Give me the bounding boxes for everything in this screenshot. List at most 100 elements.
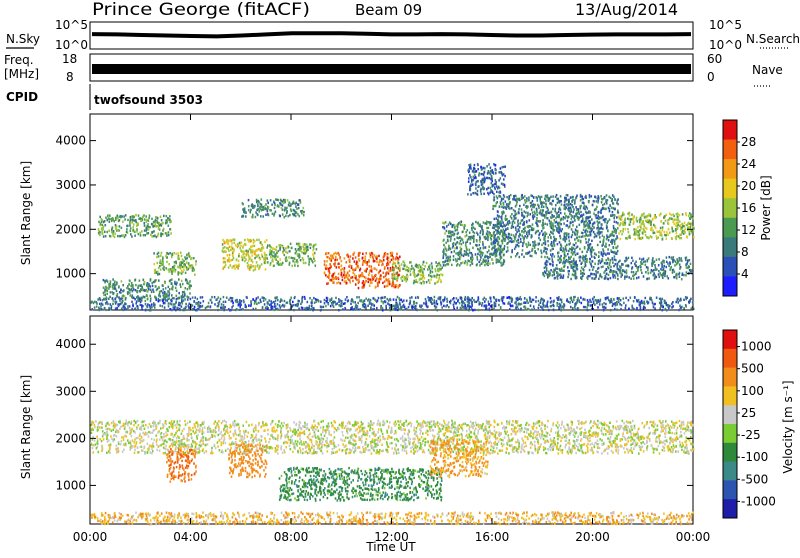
data-cell bbox=[478, 260, 480, 264]
data-cell bbox=[422, 308, 424, 311]
data-cell bbox=[612, 238, 615, 242]
data-cell bbox=[383, 296, 386, 299]
data-cell bbox=[491, 253, 493, 256]
data-cell bbox=[447, 239, 449, 243]
data-cell bbox=[632, 218, 635, 221]
data-cell bbox=[532, 196, 535, 199]
data-cell bbox=[605, 272, 608, 276]
data-cell bbox=[651, 260, 654, 263]
data-cell bbox=[313, 251, 316, 255]
data-cell bbox=[569, 203, 572, 206]
data-cell bbox=[325, 252, 328, 255]
data-cell bbox=[503, 195, 506, 198]
data-cell bbox=[248, 268, 251, 271]
data-cell bbox=[496, 190, 498, 193]
data-cell bbox=[167, 216, 169, 220]
data-cell bbox=[523, 210, 526, 213]
data-cell bbox=[402, 267, 404, 271]
data-cell bbox=[617, 202, 619, 206]
data-cell bbox=[433, 274, 435, 278]
data-cell bbox=[416, 281, 419, 284]
data-cell bbox=[535, 207, 538, 211]
data-cell bbox=[487, 236, 489, 239]
data-cell bbox=[581, 214, 583, 217]
data-cell bbox=[154, 220, 157, 223]
data-cell bbox=[386, 262, 389, 265]
data-cell bbox=[632, 300, 635, 303]
data-cell bbox=[692, 229, 695, 232]
data-cell bbox=[548, 257, 550, 261]
data-cell bbox=[356, 262, 359, 265]
data-cell bbox=[571, 199, 573, 203]
data-cell bbox=[281, 213, 284, 216]
data-cell bbox=[313, 257, 315, 260]
data-cell bbox=[666, 275, 668, 278]
data-cell bbox=[544, 247, 547, 250]
data-cell bbox=[662, 276, 664, 280]
data-cell bbox=[641, 258, 643, 261]
data-cell bbox=[568, 261, 571, 264]
data-cell bbox=[171, 294, 173, 297]
data-cell bbox=[162, 294, 165, 297]
data-cell bbox=[611, 238, 613, 242]
data-cell bbox=[633, 231, 636, 234]
data-cell bbox=[172, 303, 175, 306]
data-cell bbox=[584, 196, 587, 199]
data-cell bbox=[378, 260, 381, 264]
data-cell bbox=[658, 269, 660, 273]
data-cell bbox=[114, 302, 117, 305]
data-cell bbox=[375, 273, 377, 277]
data-cell bbox=[277, 198, 280, 202]
data-cell bbox=[279, 246, 281, 249]
data-cell bbox=[439, 268, 441, 271]
data-cell bbox=[642, 220, 644, 224]
data-cell bbox=[247, 205, 250, 208]
data-cell bbox=[662, 271, 665, 275]
data-cell bbox=[576, 265, 578, 268]
data-cell bbox=[274, 203, 276, 206]
data-cell bbox=[665, 237, 668, 240]
data-cell bbox=[489, 166, 492, 169]
data-cell bbox=[608, 244, 611, 247]
data-cell bbox=[671, 230, 674, 233]
data-cell bbox=[487, 226, 490, 230]
data-cell bbox=[552, 227, 554, 230]
data-cell bbox=[497, 210, 499, 214]
data-cell bbox=[265, 239, 268, 242]
data-cell bbox=[520, 208, 523, 211]
data-cell bbox=[146, 232, 148, 235]
data-cell bbox=[108, 234, 111, 238]
data-cell bbox=[320, 305, 323, 309]
data-cell bbox=[442, 221, 444, 225]
data-cell bbox=[489, 169, 492, 173]
data-cell bbox=[569, 257, 571, 260]
data-cell bbox=[257, 199, 259, 203]
data-cell bbox=[446, 225, 448, 228]
data-cell bbox=[162, 263, 164, 266]
data-cell bbox=[593, 212, 595, 215]
data-cell bbox=[544, 240, 546, 243]
data-cell bbox=[298, 249, 301, 252]
data-cell bbox=[116, 214, 119, 217]
data-cell bbox=[552, 229, 555, 232]
data-cell bbox=[377, 284, 379, 288]
data-cell bbox=[544, 243, 547, 246]
data-cell bbox=[490, 182, 493, 185]
data-cell bbox=[107, 214, 110, 217]
data-cell bbox=[515, 233, 517, 236]
data-cell bbox=[606, 221, 608, 224]
data-cell bbox=[493, 217, 496, 221]
data-cell bbox=[493, 252, 495, 255]
data-cell bbox=[529, 213, 531, 216]
data-cell bbox=[564, 216, 566, 220]
data-cell bbox=[340, 271, 343, 275]
data-cell bbox=[499, 220, 501, 223]
data-cell bbox=[584, 230, 587, 233]
data-cell bbox=[399, 267, 401, 270]
data-cell bbox=[369, 281, 372, 284]
data-cell bbox=[564, 248, 566, 251]
data-cell bbox=[443, 222, 445, 225]
data-cell bbox=[500, 217, 503, 220]
data-cell bbox=[188, 302, 191, 305]
data-cell bbox=[353, 269, 355, 272]
